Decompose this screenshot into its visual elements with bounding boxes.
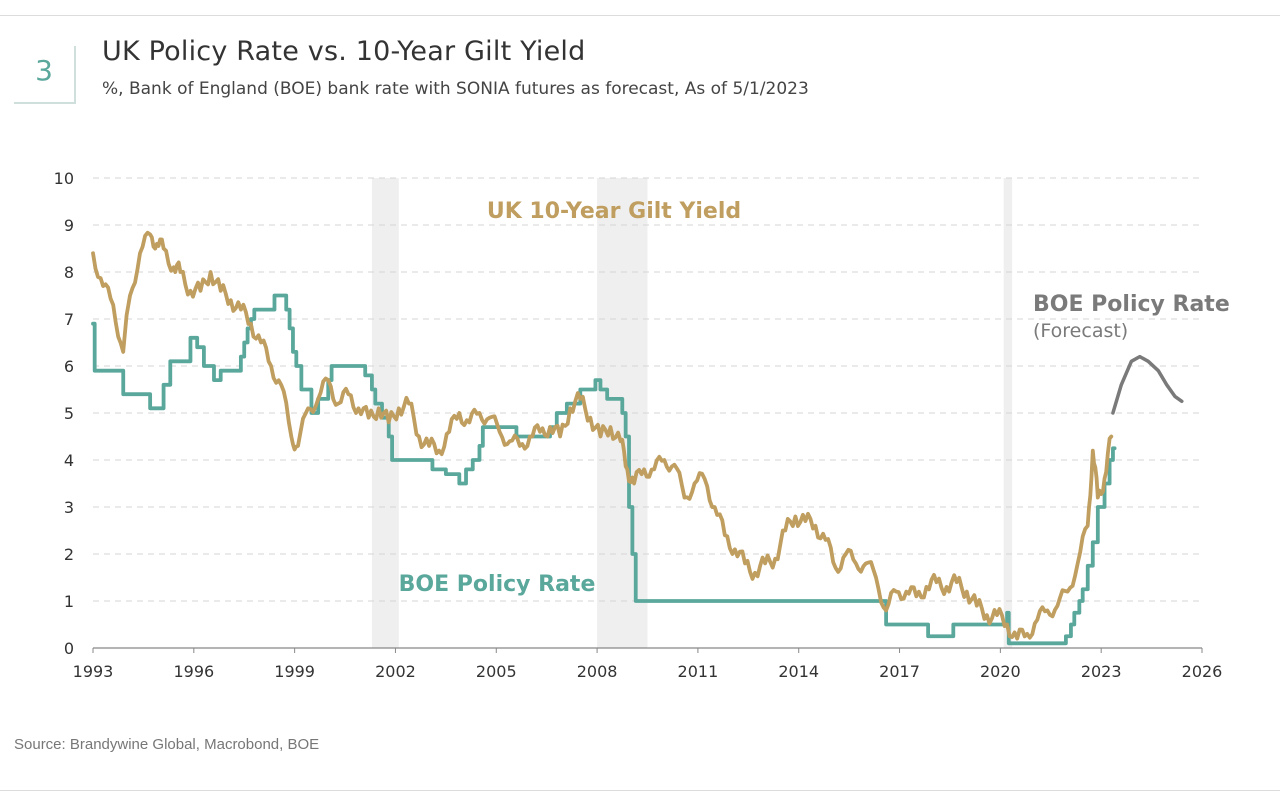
y-axis-ticks: 0 1 2 3 4 5 6 7 8 9 10 (54, 169, 74, 658)
chart-subtitle: %, Bank of England (BOE) bank rate with … (102, 79, 809, 99)
y-tick-label: 4 (64, 451, 74, 470)
boe-policy-rate-line (91, 293, 1117, 646)
x-axis-ticks: 1993 1996 1999 2002 2005 2008 2011 2014 2017 2020… (73, 648, 1223, 681)
y-tick-label: 6 (64, 357, 74, 376)
gilt-yield-line (91, 230, 1114, 641)
y-tick-label: 1 (64, 592, 74, 611)
source-note: Source: Brandywine Global, Macrobond, BO… (14, 736, 320, 753)
x-tick-label: 2002 (375, 662, 416, 681)
y-tick-label: 3 (64, 498, 74, 517)
chart-title: UK Policy Rate vs. 10-Year Gilt Yield (102, 36, 586, 67)
bottom-rule (0, 790, 1280, 791)
y-tick-label: 0 (64, 639, 74, 658)
boe-forecast-line (1111, 354, 1184, 415)
chart-number: 3 (35, 54, 53, 87)
x-tick-label: 1996 (173, 662, 214, 681)
forecast-sub-label: (Forecast) (1033, 320, 1128, 342)
x-tick-label: 2026 (1182, 662, 1223, 681)
y-tick-label: 8 (64, 263, 74, 282)
series-lines (91, 230, 1184, 646)
x-tick-label: 2005 (476, 662, 517, 681)
x-tick-label: 2023 (1081, 662, 1122, 681)
forecast-label: BOE Policy Rate (1033, 292, 1230, 317)
boe-policy-rate-label: BOE Policy Rate (399, 572, 596, 597)
y-tick-label: 10 (54, 169, 74, 188)
top-rule (0, 15, 1280, 16)
y-tick-label: 2 (64, 545, 74, 564)
y-tick-label: 9 (64, 216, 74, 235)
y-tick-label: 5 (64, 404, 74, 423)
x-tick-label: 2014 (778, 662, 819, 681)
x-tick-label: 2017 (879, 662, 920, 681)
x-tick-label: 1993 (73, 662, 114, 681)
gilt-yield-label: UK 10-Year Gilt Yield (487, 199, 741, 224)
x-tick-label: 2020 (980, 662, 1021, 681)
x-tick-label: 2008 (577, 662, 618, 681)
chart: 0 1 2 3 4 5 6 7 8 9 10 1993 1996 1999 2002 2005 2008 201… (54, 169, 1230, 681)
y-tick-label: 7 (64, 310, 74, 329)
x-tick-label: 2011 (678, 662, 719, 681)
chart-number-box: 3 (14, 46, 76, 104)
x-tick-label: 1999 (274, 662, 315, 681)
